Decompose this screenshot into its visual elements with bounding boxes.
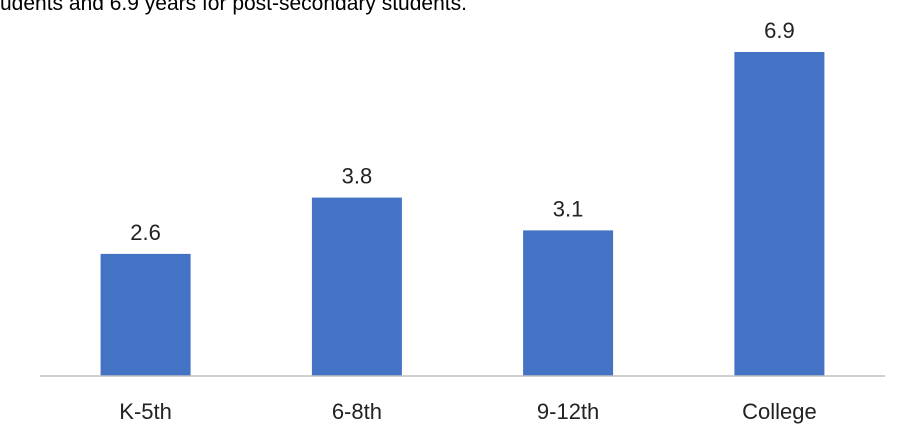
bar-k-5th: [100, 253, 191, 376]
bar-9-12th: [523, 230, 614, 376]
x-tick-labels-group: K-5th 6-8th 9-12th College: [119, 399, 816, 424]
value-labels-group: 2.6 3.8 3.1 6.9: [130, 18, 794, 245]
value-label: 3.8: [342, 164, 373, 189]
x-tick-label: 9-12th: [537, 399, 599, 424]
bars-group: [100, 52, 825, 376]
value-label: 2.6: [130, 220, 161, 245]
value-label: 3.1: [553, 196, 584, 221]
x-tick-label: K-5th: [119, 399, 172, 424]
value-label: 6.9: [764, 18, 795, 43]
bar-6-8th: [311, 197, 402, 376]
x-tick-label: 6-8th: [332, 399, 382, 424]
caption-text: udents and 6.9 years for post-secondary …: [0, 0, 467, 15]
x-tick-label: College: [742, 399, 817, 424]
bar-college: [734, 52, 825, 376]
